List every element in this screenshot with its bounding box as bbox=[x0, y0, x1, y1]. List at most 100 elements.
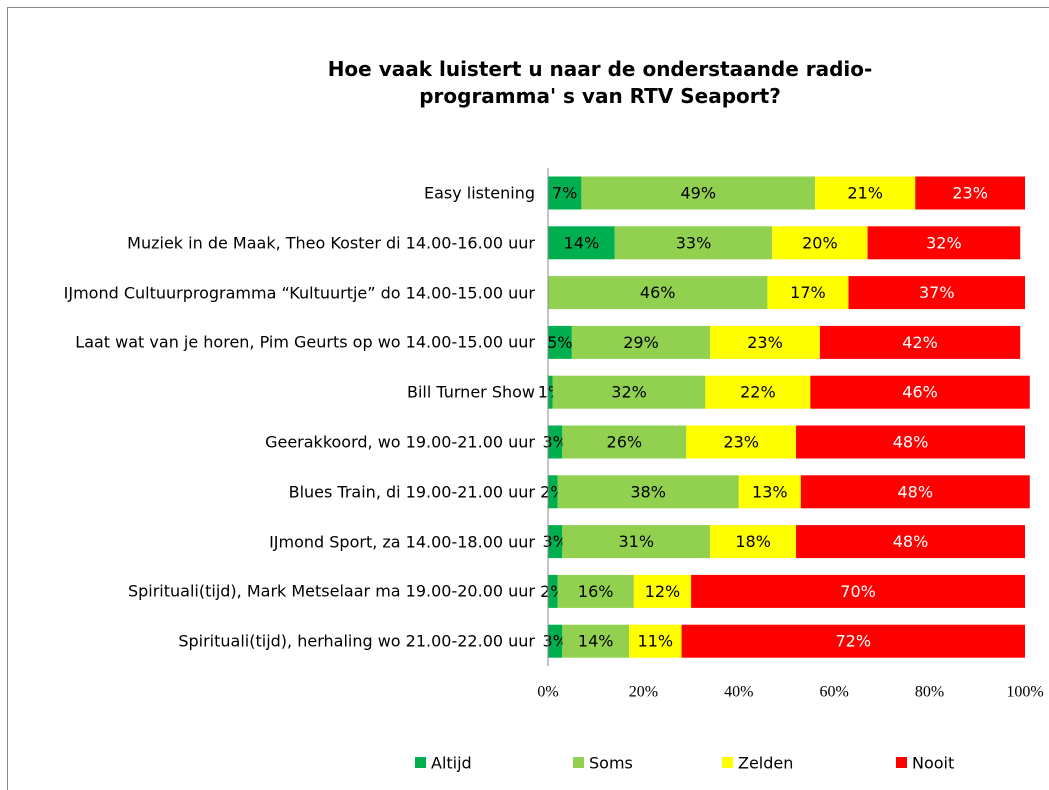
bar-segment bbox=[562, 624, 630, 658]
x-tick-label: 60% bbox=[820, 684, 849, 701]
data-label: 32% bbox=[926, 233, 962, 252]
legend-swatch bbox=[896, 757, 907, 768]
data-label: 48% bbox=[893, 532, 929, 551]
data-label: 37% bbox=[919, 283, 955, 302]
legend-swatch bbox=[722, 757, 733, 768]
category-label: Muziek in de Maak, Theo Koster di 14.00-… bbox=[127, 233, 535, 253]
bar-segment bbox=[571, 325, 711, 359]
bar-segment bbox=[819, 325, 1021, 359]
category-label: Easy listening bbox=[423, 183, 535, 203]
x-tick-label: 40% bbox=[724, 684, 753, 701]
data-label: 23% bbox=[952, 184, 988, 203]
legend-label: Nooit bbox=[912, 754, 954, 773]
bar-segment bbox=[548, 325, 572, 359]
bar-segment bbox=[581, 176, 816, 210]
data-label: 38% bbox=[630, 482, 666, 501]
bar-segment bbox=[548, 525, 563, 559]
bar-segment bbox=[738, 475, 801, 509]
data-label: 22% bbox=[740, 383, 776, 402]
bar-segment bbox=[810, 375, 1030, 409]
bar-segment bbox=[548, 624, 563, 658]
category-label: Geerakkoord, wo 19.00-21.00 uur bbox=[265, 432, 535, 452]
x-tick-label: 80% bbox=[915, 684, 944, 701]
data-label: 11% bbox=[638, 632, 674, 651]
bar-segment bbox=[629, 624, 682, 658]
bar-segment bbox=[848, 276, 1025, 310]
bar-segment bbox=[548, 475, 558, 509]
bar-segment bbox=[562, 425, 687, 459]
legend-label: Soms bbox=[589, 754, 633, 773]
data-label: 26% bbox=[607, 433, 643, 452]
data-label: 3% bbox=[542, 632, 567, 651]
data-label: 7% bbox=[552, 184, 577, 203]
data-label: 20% bbox=[802, 233, 838, 252]
bar-segment bbox=[548, 226, 615, 260]
x-tick-label: 0% bbox=[537, 684, 558, 701]
bar-segment bbox=[557, 574, 634, 608]
category-label: Laat wat van je horen, Pim Geurts op wo … bbox=[75, 332, 535, 352]
data-label: 5% bbox=[547, 333, 572, 352]
category-label: IJmond Sport, za 14.00-18.00 uur bbox=[269, 532, 535, 552]
legend-label: Altijd bbox=[431, 754, 472, 773]
bar-segment bbox=[796, 525, 1025, 559]
legend-label: Zelden bbox=[738, 754, 793, 773]
bar-segment bbox=[767, 276, 849, 310]
data-label: 46% bbox=[640, 283, 676, 302]
category-label: Bill Turner Show bbox=[407, 382, 535, 402]
data-label: 32% bbox=[611, 383, 647, 402]
legend-swatch bbox=[415, 757, 426, 768]
data-label: 49% bbox=[680, 184, 716, 203]
bar-segment bbox=[552, 375, 706, 409]
bar-segment bbox=[800, 475, 1030, 509]
bar-segment bbox=[815, 176, 916, 210]
bar-segment bbox=[614, 226, 773, 260]
bar-segment bbox=[562, 525, 711, 559]
bar-segment bbox=[710, 325, 820, 359]
x-tick-label: 100% bbox=[1006, 684, 1043, 701]
bar-segment bbox=[548, 375, 553, 409]
data-label: 72% bbox=[835, 632, 871, 651]
category-label: Spirituali(tijd), Mark Metselaar ma 19.0… bbox=[127, 581, 535, 601]
bar-segment bbox=[796, 425, 1025, 459]
data-label: 14% bbox=[578, 632, 614, 651]
bar-segment bbox=[772, 226, 868, 260]
bar-segment bbox=[548, 276, 768, 310]
legend-swatch bbox=[573, 757, 584, 768]
bar-segment bbox=[915, 176, 1025, 210]
bar-segment bbox=[705, 375, 811, 409]
data-label: 46% bbox=[902, 383, 938, 402]
data-label: 48% bbox=[898, 482, 934, 501]
data-label: 21% bbox=[847, 184, 883, 203]
bar-segment bbox=[867, 226, 1021, 260]
chart-title: Hoe vaak luistert u naar de onderstaande… bbox=[327, 57, 873, 108]
data-label: 12% bbox=[645, 582, 681, 601]
data-label: 70% bbox=[840, 582, 876, 601]
data-label: 42% bbox=[902, 333, 938, 352]
bar-segment bbox=[710, 525, 797, 559]
data-label: 3% bbox=[542, 433, 567, 452]
category-label: Spirituali(tijd), herhaling wo 21.00-22.… bbox=[178, 631, 535, 651]
x-tick-label: 20% bbox=[629, 684, 658, 701]
bar-segment bbox=[633, 574, 692, 608]
data-label: 14% bbox=[564, 233, 600, 252]
bar-segment bbox=[548, 176, 582, 210]
bar-segment bbox=[548, 574, 558, 608]
data-label: 17% bbox=[790, 283, 826, 302]
data-label: 48% bbox=[893, 433, 929, 452]
data-label: 33% bbox=[676, 233, 712, 252]
bar-segment bbox=[681, 624, 1025, 658]
bar-segment bbox=[691, 574, 1025, 608]
chart-border bbox=[7, 7, 1049, 790]
data-label: 23% bbox=[723, 433, 759, 452]
data-label: 16% bbox=[578, 582, 614, 601]
bar-segment bbox=[686, 425, 797, 459]
data-label: 31% bbox=[618, 532, 654, 551]
data-label: 13% bbox=[752, 482, 788, 501]
data-label: 18% bbox=[735, 532, 771, 551]
data-label: 29% bbox=[623, 333, 659, 352]
category-label: Blues Train, di 19.00-21.00 uur bbox=[288, 482, 535, 502]
bar-segment bbox=[548, 425, 563, 459]
bar-segment bbox=[557, 475, 739, 509]
